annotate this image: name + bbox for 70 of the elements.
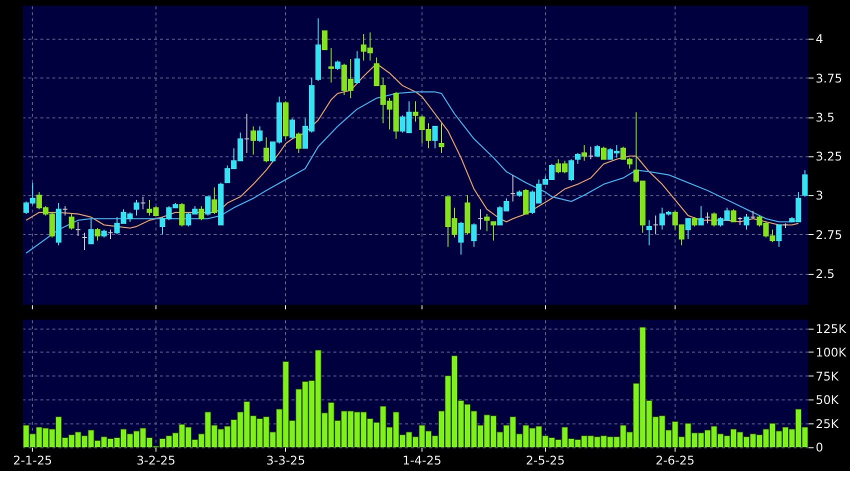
candlestick — [458, 221, 464, 256]
candlestick — [412, 100, 418, 122]
candlestick — [744, 213, 750, 230]
candlestick — [600, 146, 606, 160]
x-tick-label: 2-1-25 — [13, 454, 52, 468]
x-tick-label: 1-4-25 — [402, 454, 442, 468]
candlestick — [179, 202, 185, 227]
y-tick-label: 3.25 — [816, 150, 842, 164]
candlestick — [257, 126, 263, 142]
candlestick — [134, 199, 140, 216]
candlestick — [692, 216, 698, 227]
candlestick — [588, 146, 594, 160]
candlestick — [471, 222, 477, 248]
candlestick — [322, 30, 328, 50]
candlestick — [212, 186, 218, 214]
candlestick — [328, 48, 334, 84]
y-tick-label: 3 — [816, 188, 824, 203]
candlestick — [140, 196, 146, 210]
candlestick — [244, 113, 250, 154]
candlestick — [594, 144, 600, 157]
y-tick-label: 2.75 — [816, 228, 842, 242]
y-tick-label: 3.75 — [816, 71, 842, 86]
candlestick — [62, 206, 68, 216]
x-tick-label: 3-2-25 — [136, 454, 176, 468]
y-tick-label: 75K — [816, 369, 840, 384]
candlestick — [646, 220, 652, 246]
candlestick — [652, 215, 658, 235]
candlestick — [581, 144, 588, 162]
candlestick — [296, 132, 302, 154]
candlestick — [802, 170, 808, 198]
y-tick-label: 50K — [816, 393, 840, 408]
candlestick — [432, 126, 438, 149]
candlestick — [484, 213, 490, 232]
candlestick — [250, 126, 256, 155]
candlestick — [438, 122, 444, 154]
candlestick — [730, 208, 736, 222]
candlestick — [354, 50, 360, 85]
y-tick-label: 2.5 — [816, 266, 835, 281]
candlestick — [289, 118, 296, 140]
candlestick — [88, 218, 94, 244]
candlestick — [698, 206, 704, 226]
candlestick — [82, 232, 88, 250]
candlestick — [108, 229, 114, 240]
y-tick-label: 3.5 — [816, 110, 835, 124]
x-tick-label: 2-6-25 — [656, 454, 695, 468]
candlestick — [737, 216, 743, 226]
candlestick — [75, 221, 81, 236]
candlestick — [523, 188, 529, 214]
candlestick — [685, 218, 691, 240]
candlestick — [94, 228, 100, 242]
y-tick-label: 25K — [816, 416, 840, 431]
candlestick — [575, 152, 581, 164]
candlestick — [568, 158, 574, 182]
candlestick — [205, 196, 211, 216]
candlestick — [490, 221, 496, 242]
x-tick-label: 2-5-25 — [526, 454, 565, 468]
candlestick — [334, 60, 340, 70]
candlestick — [776, 224, 782, 248]
candlestick — [478, 208, 484, 230]
candlestick — [704, 212, 710, 224]
candlestick — [711, 212, 717, 227]
y-tick-label: 125K — [816, 322, 848, 336]
x-tick-label: 3-3-25 — [266, 454, 306, 468]
candlestick — [510, 174, 516, 202]
y-tick-label: 100K — [816, 346, 848, 360]
candlestick — [68, 213, 74, 230]
candlestick — [264, 136, 270, 163]
y-tick-label: 0 — [816, 440, 824, 455]
y-tick-label: 4 — [816, 32, 824, 46]
candlestick — [198, 206, 204, 221]
